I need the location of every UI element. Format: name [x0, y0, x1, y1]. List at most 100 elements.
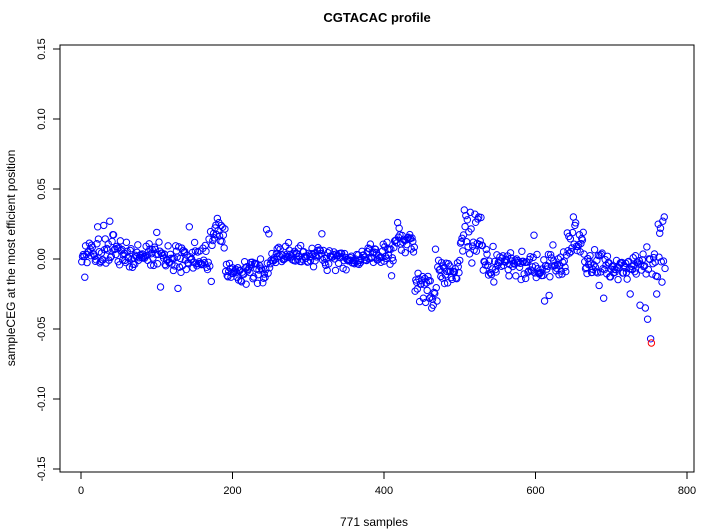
- data-point: [362, 256, 371, 265]
- data-point: [185, 223, 194, 231]
- data-point: [337, 249, 346, 257]
- data-point: [590, 245, 599, 254]
- data-point: [219, 231, 228, 239]
- data-point: [395, 224, 403, 232]
- data-point: [125, 254, 133, 262]
- data-point: [635, 257, 643, 265]
- data-point: [653, 290, 661, 298]
- data-point: [430, 288, 438, 297]
- data-point: [549, 241, 557, 249]
- data-point: [389, 257, 397, 265]
- data-point: [93, 240, 101, 248]
- data-point: [645, 255, 653, 263]
- data-point: [643, 315, 652, 323]
- data-point: [265, 264, 274, 272]
- data-point: [646, 335, 655, 343]
- data-point: [456, 256, 464, 265]
- data-point: [408, 234, 416, 242]
- data-point: [467, 225, 475, 233]
- data-point: [576, 248, 584, 256]
- data-point: [265, 230, 273, 238]
- data-point: [218, 223, 227, 231]
- data-point: [485, 257, 493, 265]
- data-point: [131, 260, 139, 268]
- y-axis: -0.15 -0.10 -0.05 0.00 0.05 0.10 0.15: [36, 38, 60, 482]
- data-point: [202, 247, 210, 256]
- data-point: [459, 231, 468, 239]
- data-point: [461, 222, 469, 231]
- data-point: [318, 230, 326, 238]
- data-point: [546, 273, 554, 281]
- data-point: [309, 263, 318, 271]
- data-point: [418, 272, 427, 281]
- data-point: [492, 268, 500, 276]
- data-point: [80, 252, 88, 261]
- data-point: [474, 213, 483, 221]
- data-point: [659, 257, 668, 265]
- data-point: [104, 240, 112, 248]
- data-point: [166, 250, 175, 258]
- data-point: [469, 238, 478, 246]
- data-point: [483, 250, 491, 258]
- data-point: [583, 269, 591, 278]
- data-point: [205, 235, 213, 243]
- data-point: [315, 246, 324, 254]
- data-point: [306, 257, 315, 265]
- data-point: [548, 262, 556, 270]
- data-point: [643, 243, 651, 251]
- data-point: [331, 266, 340, 275]
- data-point: [539, 271, 547, 280]
- data-point: [222, 260, 231, 269]
- data-point: [325, 247, 334, 255]
- x-axis: 0 200 400 600 800: [78, 472, 696, 497]
- data-point: [260, 270, 269, 278]
- data-point: [655, 253, 663, 261]
- y-tick-label: -0.05: [36, 316, 48, 341]
- data-point: [155, 238, 163, 246]
- data-point: [275, 243, 283, 252]
- data-point: [193, 262, 201, 270]
- data-point: [598, 249, 606, 257]
- data-point: [146, 261, 155, 269]
- data-point: [387, 272, 396, 280]
- data-point: [358, 247, 366, 256]
- data-point: [444, 260, 453, 268]
- data-point: [258, 266, 266, 274]
- data-point: [416, 280, 425, 288]
- data-point: [571, 221, 579, 230]
- data-point: [559, 258, 567, 267]
- data-point: [181, 247, 189, 256]
- data-point: [593, 269, 602, 277]
- data-point: [568, 228, 577, 237]
- data-point: [256, 255, 265, 263]
- data-point: [96, 257, 105, 266]
- data-point: [176, 254, 184, 263]
- data-point: [505, 272, 513, 280]
- data-point: [563, 229, 572, 237]
- highlighted-data-point: [647, 339, 656, 347]
- data-point: [323, 266, 331, 275]
- data-point: [388, 254, 397, 262]
- y-tick-label: 0.15: [36, 38, 48, 59]
- data-point: [217, 221, 225, 230]
- data-point: [431, 245, 440, 253]
- data-point: [599, 294, 608, 302]
- data-point: [433, 297, 441, 305]
- data-point: [650, 250, 659, 258]
- data-point: [423, 286, 431, 295]
- data-point: [237, 276, 245, 285]
- data-point: [83, 258, 91, 267]
- data-point: [81, 273, 89, 281]
- data-point: [659, 217, 667, 225]
- data-point: [311, 257, 319, 265]
- data-point: [517, 275, 525, 284]
- data-point: [490, 278, 498, 286]
- data-point: [468, 259, 476, 267]
- data-point: [371, 245, 380, 254]
- data-point: [614, 275, 622, 284]
- data-point: [506, 249, 515, 257]
- data-point: [476, 237, 484, 245]
- data-point: [242, 280, 250, 288]
- data-point: [569, 213, 578, 221]
- data-point: [481, 261, 490, 269]
